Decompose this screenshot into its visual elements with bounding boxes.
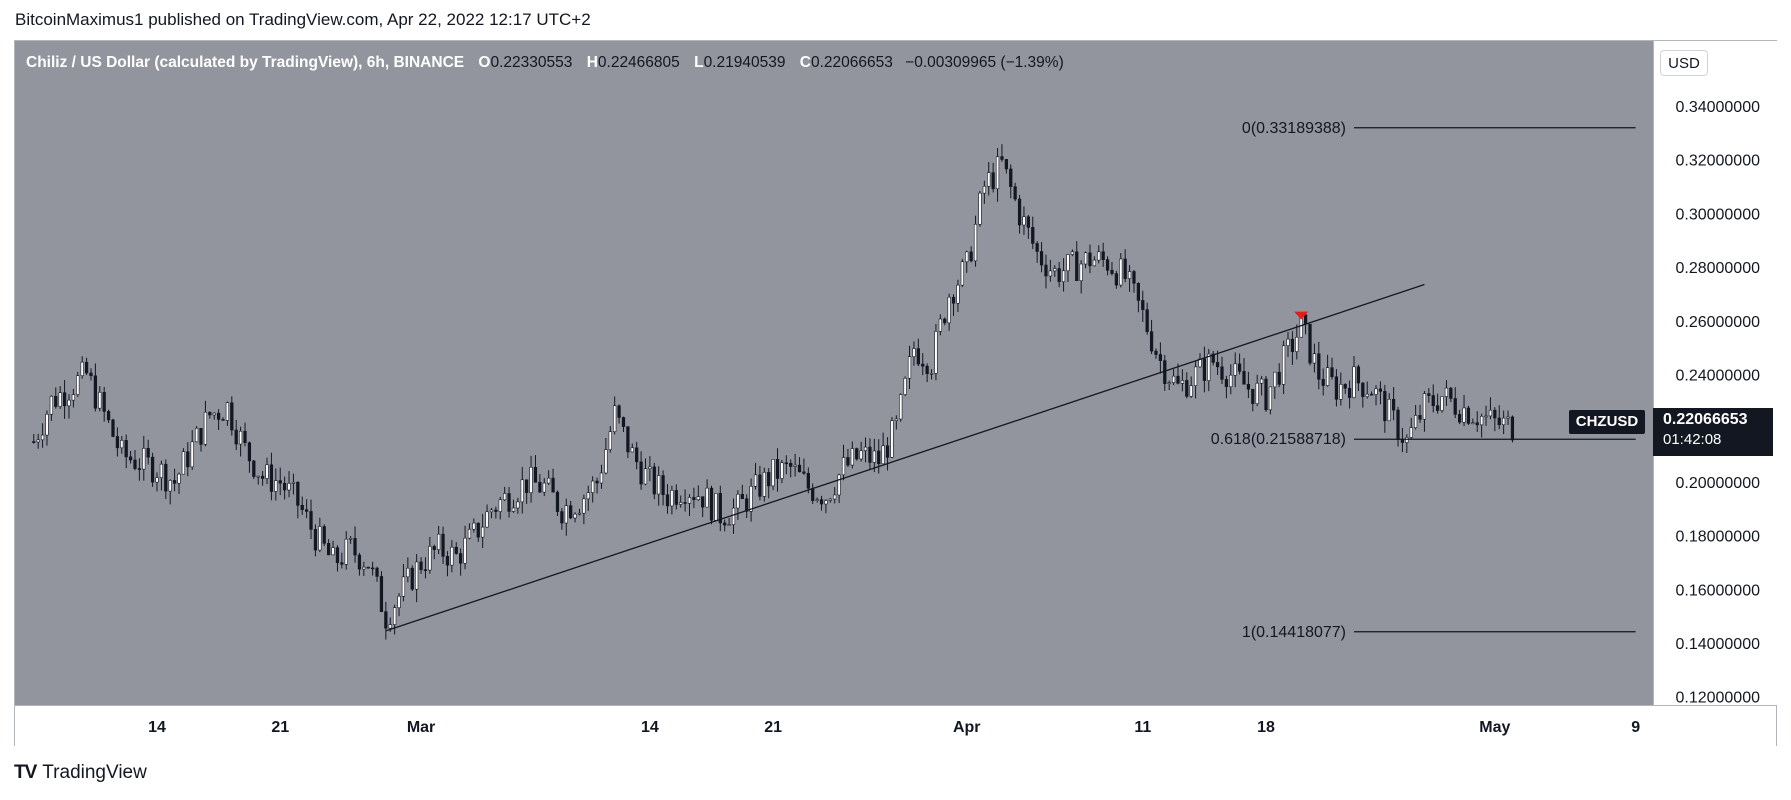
last-price: 0.22066653 [1663,411,1748,428]
chart-plot-area[interactable] [15,41,1653,705]
low-label: L [694,54,704,71]
change-value: −0.00309965 (−1.39%) [905,54,1064,71]
open-value: 0.22330553 [490,54,573,71]
publisher-line: BitcoinMaximus1 published on TradingView… [15,10,591,29]
high-label: H [586,54,598,71]
time-axis[interactable] [15,705,1776,746]
price-axis[interactable] [1653,41,1777,705]
last-price-tag: 0.22066653 01:42:08 [1653,408,1773,456]
tradingview-logo-icon: TV [14,762,37,783]
open-label: O [478,54,491,71]
high-value: 0.22466805 [597,54,680,71]
tradingview-footer[interactable]: TV TradingView [14,762,147,784]
ticker-symbol-tag: CHZUSD [1569,410,1645,434]
brand-name: TradingView [42,762,147,783]
close-value: 0.22066653 [810,54,893,71]
ohlc-legend: Chiliz / US Dollar (calculated by Tradin… [26,54,1064,72]
currency-button[interactable]: USD [1660,50,1708,76]
symbol-title: Chiliz / US Dollar (calculated by Tradin… [26,54,465,71]
close-label: C [799,54,811,71]
bar-countdown: 01:42:08 [1663,431,1722,448]
low-value: 0.21940539 [703,54,786,71]
